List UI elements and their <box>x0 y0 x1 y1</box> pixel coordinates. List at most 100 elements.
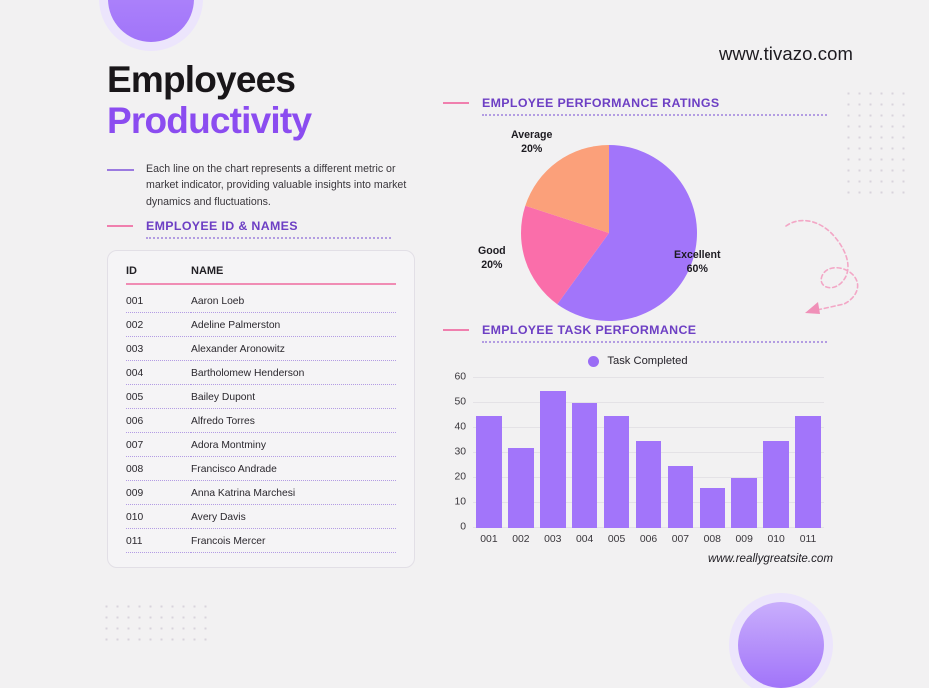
bar-column <box>569 378 601 528</box>
bar-002 <box>508 448 534 528</box>
legend-marker-icon <box>588 355 600 367</box>
table-row: 001 Aaron Loeb <box>126 289 396 314</box>
pie-label-excellent: Excellent 60% <box>674 248 721 277</box>
x-axis-labels: 001 002 003 004 005 006 007 008 009 010 011 <box>473 530 824 550</box>
pie-label-average-value: 20% <box>521 143 543 156</box>
bar-series <box>473 378 824 528</box>
column-header-name: NAME <box>191 265 224 277</box>
bar-011 <box>795 415 821 528</box>
legend-label: Task Completed <box>607 355 688 367</box>
x-axis-tick-label: 004 <box>576 534 594 545</box>
pie-slice-good <box>521 205 609 305</box>
y-axis-tick-label: 40 <box>454 421 466 433</box>
table-row: 011 Francois Mercer <box>126 529 396 554</box>
page-title-secondary: Productivity <box>107 99 312 141</box>
cell-employee-id: 001 <box>126 296 191 314</box>
cell-employee-id: 003 <box>126 344 191 362</box>
table-row: 004 Bartholomew Henderson <box>126 361 396 386</box>
cell-employee-id: 002 <box>126 320 191 338</box>
cell-employee-id: 010 <box>126 512 191 530</box>
cell-employee-name: Francois Mercer <box>191 536 396 554</box>
bar-006 <box>635 440 662 528</box>
bar-column <box>537 378 569 528</box>
bar-008 <box>699 488 726 528</box>
section-dash-icon <box>107 224 133 228</box>
y-axis-tick-label: 60 <box>454 371 466 383</box>
task-performance-bar-chart: 0 10 20 30 40 50 60 001 002 003 004 005 006 007 008 00… <box>440 372 830 550</box>
bar-section-header: EMPLOYEE TASK PERFORMANCE <box>443 323 831 343</box>
bar-column <box>601 378 633 528</box>
employee-table-card: ID NAME 001 Aaron Loeb 002 Adeline Palmerst… <box>107 250 415 568</box>
cell-employee-name: Adora Montminy <box>191 440 396 458</box>
bar-005 <box>603 415 630 528</box>
bar-009 <box>731 478 757 528</box>
cell-employee-id: 009 <box>126 488 191 506</box>
table-row: 007 Adora Montminy <box>126 433 396 458</box>
employee-table-section-title: EMPLOYEE ID & NAMES <box>146 219 298 233</box>
bar-004 <box>571 403 598 528</box>
pie-label-good-value: 20% <box>481 259 503 272</box>
cell-employee-name: Bartholomew Henderson <box>191 368 396 386</box>
site-url: www.tivazo.com <box>718 43 853 64</box>
curly-arrow-icon <box>785 219 859 314</box>
x-axis-tick-label: 010 <box>767 534 785 545</box>
decorative-circle-bottom <box>738 602 824 688</box>
cell-employee-name: Aaron Loeb <box>191 296 396 314</box>
employee-table-section-header: EMPLOYEE ID & NAMES <box>107 219 417 239</box>
pie-slice-excellent <box>557 145 697 321</box>
pie-label-average: Average 20% <box>511 128 552 157</box>
bar-section-title: EMPLOYEE TASK PERFORMANCE <box>482 323 697 337</box>
footer-url: www.reallygreatsite.com <box>708 552 833 565</box>
cell-employee-id: 007 <box>126 440 191 458</box>
pie-svg <box>521 145 697 321</box>
y-axis-tick-label: 20 <box>454 471 466 483</box>
cell-employee-name: Adeline Palmerston <box>191 320 396 338</box>
table-row: 006 Alfredo Torres <box>126 409 396 434</box>
x-axis-tick-label: 002 <box>512 534 530 545</box>
table-row: 005 Bailey Dupont <box>126 385 396 410</box>
table-row: 010 Avery Davis <box>126 505 396 530</box>
y-axis-tick-label: 0 <box>460 521 466 533</box>
section-dotted-underline <box>482 114 827 116</box>
bar-003 <box>540 390 566 528</box>
table-row: 002 Adeline Palmerston <box>126 313 396 338</box>
pie-label-excellent-value: 60% <box>686 263 708 276</box>
cell-employee-id: 005 <box>126 392 191 410</box>
cell-employee-name: Anna Katrina Marchesi <box>191 488 396 506</box>
cell-employee-id: 008 <box>126 464 191 482</box>
bar-column <box>664 378 696 528</box>
gridline: 60 <box>454 372 824 383</box>
cell-employee-id: 006 <box>126 416 191 434</box>
bar-001 <box>476 415 502 528</box>
y-axis-tick-label: 10 <box>454 496 466 508</box>
section-dotted-underline <box>482 341 827 343</box>
cell-employee-name: Francisco Andrade <box>191 464 396 482</box>
cell-employee-name: Avery Davis <box>191 512 396 530</box>
table-row: 009 Anna Katrina Marchesi <box>126 481 396 506</box>
x-axis-tick-label: 001 <box>480 534 498 545</box>
cell-employee-id: 011 <box>126 536 191 554</box>
table-header-rule <box>126 283 396 286</box>
bar-column <box>760 378 792 528</box>
intro-description: Each line on the chart represents a diff… <box>146 162 407 208</box>
cell-employee-id: 004 <box>126 368 191 386</box>
x-axis-tick-label: 007 <box>671 534 690 545</box>
x-axis-tick-label: 009 <box>735 534 753 545</box>
dot-grid-bottom-left <box>101 601 209 641</box>
cell-employee-name: Alfredo Torres <box>191 416 396 434</box>
pie-label-average-name: Average <box>511 129 553 141</box>
table-header-row: ID NAME <box>126 265 396 283</box>
x-axis-tick-label: 006 <box>639 534 658 545</box>
column-header-id: ID <box>126 265 137 277</box>
page-header: Employees Productivity Each line on the … <box>107 60 427 210</box>
dot-grid-right <box>843 88 905 196</box>
x-axis-tick-label: 008 <box>703 534 721 545</box>
section-dotted-underline <box>146 237 391 239</box>
bar-column <box>696 378 728 528</box>
gridline: 50 <box>454 397 824 408</box>
pie-section-header: EMPLOYEE PERFORMANCE RATINGS <box>443 96 831 116</box>
cell-employee-name: Alexander Aronowitz <box>191 344 396 362</box>
bar-column <box>473 378 505 528</box>
pie-section-title: EMPLOYEE PERFORMANCE RATINGS <box>482 96 720 110</box>
pie-label-excellent-name: Excellent <box>674 249 721 261</box>
